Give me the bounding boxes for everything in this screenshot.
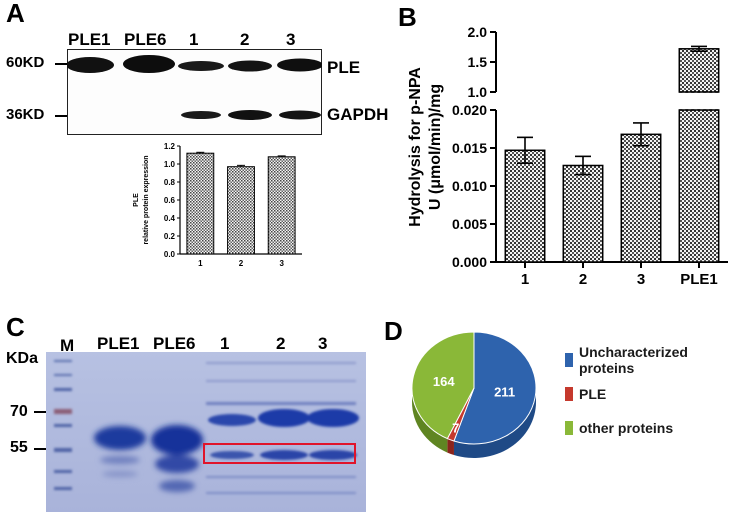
y-axis-label-line2: U (μmol/min)/mg: [427, 84, 444, 210]
pie-value-label: 211: [494, 385, 515, 400]
blot-marker-60kd: 60KD: [6, 54, 45, 71]
y-tick-label: 0.0: [164, 250, 176, 259]
bar: [620, 133, 662, 263]
blot-lane-ple1: PLE1: [68, 30, 111, 49]
highlight-box: [203, 443, 356, 464]
y-tick-label: 0.4: [164, 214, 176, 223]
y-axis-label-line1: PLE: [133, 193, 140, 207]
pie-slice-side: [412, 388, 448, 453]
legend-label: other proteins: [579, 420, 674, 436]
x-tick-label: PLE1: [680, 271, 718, 288]
sds-page-gel-image: [46, 352, 366, 512]
protein-pie-chart: 211 7 164: [412, 331, 537, 458]
pie-legend: Uncharacterized proteins PLE other prote…: [565, 344, 747, 438]
panel-letter-c: C: [6, 312, 25, 342]
blot-lane-3: 3: [286, 30, 296, 49]
hydrolysis-bar-chart: 1.0 1.5 2.0 0.000 0.005 0.010 0.015 0.020 1 2 3 PLE…: [407, 24, 728, 288]
x-tick-label: 3: [279, 259, 284, 268]
bar: [504, 149, 546, 263]
western-blot-image: [67, 49, 322, 135]
y-tick-label: 0.8: [164, 178, 176, 187]
pie-slice: [412, 331, 475, 440]
bar: [186, 152, 215, 255]
blot-marker-36kd: 36KD: [6, 106, 45, 123]
y-axis-label-line2: relative protein expression: [143, 155, 150, 244]
legend-swatch: [565, 421, 573, 435]
legend-swatch: [565, 387, 573, 401]
y-tick-label: 1.0: [468, 84, 488, 100]
legend-label: Uncharacterized proteins: [579, 344, 688, 376]
legend-label: PLE: [579, 386, 607, 402]
legend-item-ple: PLE: [565, 384, 747, 404]
pie-value-label: 164: [433, 374, 455, 389]
y-tick-label: 0.2: [164, 232, 176, 241]
marker-tick: [55, 63, 67, 65]
bar: [267, 156, 296, 255]
y-tick-label: 0.020: [452, 102, 487, 118]
gel-lane-3: 3: [318, 334, 328, 353]
y-tick-label: 1.0: [164, 160, 176, 169]
bar: [227, 166, 255, 255]
gel-lane-m: M: [60, 336, 75, 355]
legend-item-other: other proteins: [565, 418, 747, 438]
pie-slice-side: [447, 438, 454, 455]
panel-letter-a: A: [6, 0, 25, 28]
blot-lane-1: 1: [189, 30, 199, 49]
marker-tick: [55, 115, 67, 117]
bar: [562, 164, 604, 263]
legend-swatch: [565, 353, 573, 367]
y-tick-label: 0.6: [164, 196, 176, 205]
blot-lane-ple6: PLE6: [124, 30, 167, 49]
gel-lane-ple6: PLE6: [153, 334, 196, 353]
y-tick-label: 0.015: [452, 140, 487, 156]
x-tick-label: 2: [579, 271, 587, 288]
bar-lower: [678, 109, 720, 263]
inset-bar-chart: 0.0 0.2 0.4 0.6 0.8 1.0 1.2 1 2 3 PLE relative prot…: [133, 142, 302, 268]
gel-unit-label: KDa: [6, 350, 39, 367]
y-tick-label: 1.2: [164, 142, 176, 151]
y-tick-label: 1.5: [468, 54, 488, 70]
pie-value-label: 7: [452, 420, 459, 435]
gel-marker-70: 70: [10, 403, 28, 420]
y-axis-label-line1: Hydrolysis for p-NPA: [407, 67, 424, 227]
x-tick-label: 2: [239, 259, 244, 268]
x-tick-label: 1: [521, 271, 529, 288]
marker-tick: [34, 411, 46, 413]
gel-marker-55: 55: [10, 439, 28, 456]
y-tick-label: 0.010: [452, 178, 487, 194]
band-label-ple: PLE: [327, 58, 361, 77]
band-label-gapdh: GAPDH: [327, 105, 389, 124]
bar-upper: [678, 48, 720, 93]
marker-tick: [34, 448, 46, 450]
gel-lane-2: 2: [276, 334, 286, 353]
pie-slice-side: [453, 388, 536, 458]
gel-lane-ple1: PLE1: [97, 334, 140, 353]
panel-letter-b: B: [398, 2, 417, 32]
y-tick-label: 0.000: [452, 254, 487, 270]
legend-item-uncharacterized: Uncharacterized proteins: [565, 344, 747, 376]
x-tick-label: 1: [198, 259, 203, 268]
blot-lane-2: 2: [240, 30, 250, 49]
panel-letter-d: D: [384, 316, 403, 346]
gel-lane-1: 1: [220, 334, 230, 353]
y-tick-label: 2.0: [468, 24, 488, 40]
x-tick-label: 3: [637, 271, 645, 288]
y-tick-label: 0.005: [452, 216, 487, 232]
